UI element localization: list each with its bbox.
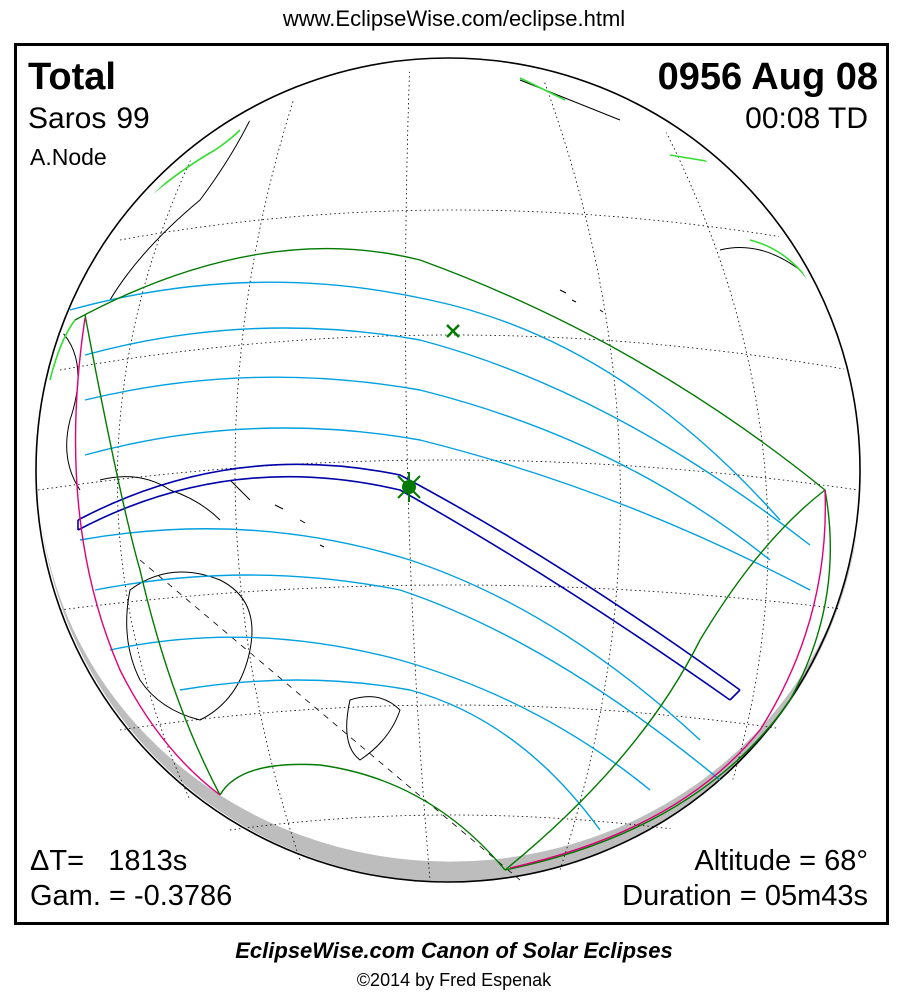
source-url: www.EclipseWise.com/eclipse.html [282, 6, 626, 31]
map-frame [14, 43, 889, 925]
gamma-value: Gam. = -0.3786 [30, 880, 233, 912]
rise-set-curves [74, 317, 827, 869]
greatest-eclipse-star-icon [397, 472, 421, 502]
saros-label: Saros [28, 102, 107, 135]
saros-number: 99 [116, 102, 150, 135]
totality-path [77, 463, 741, 701]
canon-title: EclipseWise.com Canon of Solar Eclipses [235, 938, 673, 963]
penumbral-limits [74, 247, 832, 871]
copyright: ©2014 by Fred Espenak [356, 970, 552, 990]
saros-info: Saros 99 [28, 102, 150, 136]
subsolar-point-x-icon [446, 324, 460, 338]
delta-t: ΔT= 1813s [30, 845, 188, 877]
globe-outline [35, 57, 861, 883]
partial-eclipse-contours [69, 281, 811, 831]
altitude-value: Altitude = 68° [694, 845, 868, 877]
duration-value: Duration = 05m43s [622, 880, 868, 912]
graticule [37, 70, 859, 881]
eclipse-type: Total [28, 56, 116, 98]
eclipse-date: 0956 Aug 08 [657, 56, 878, 98]
eclipse-time: 00:08 TD [745, 102, 868, 135]
node-label: A.Node [30, 144, 107, 170]
